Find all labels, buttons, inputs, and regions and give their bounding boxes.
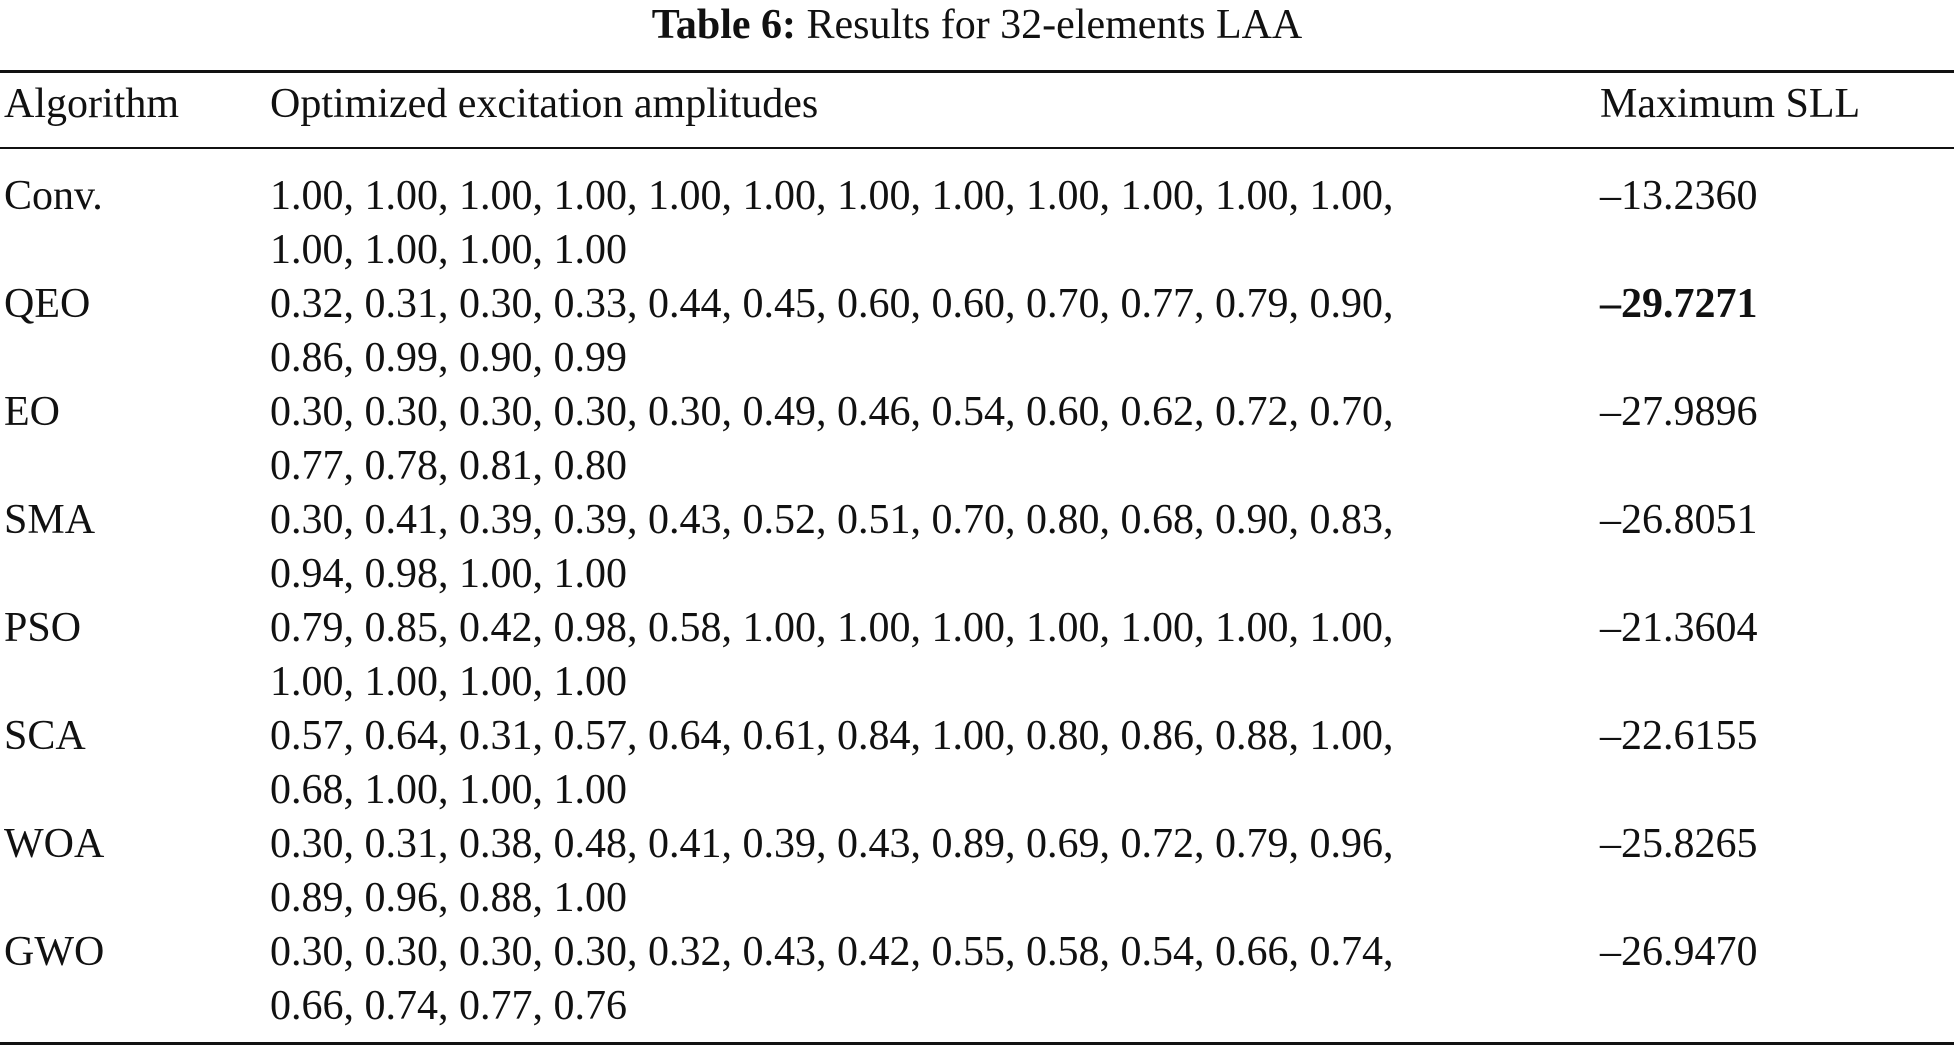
table-top-rule bbox=[0, 70, 1954, 73]
row-algorithm: SCA bbox=[4, 713, 86, 759]
table-bottom-rule bbox=[0, 1042, 1954, 1045]
row-max-sll: –26.9470 bbox=[1600, 929, 1758, 975]
row-algorithm: EO bbox=[4, 389, 60, 435]
row-amplitudes-line1: 0.30, 0.30, 0.30, 0.30, 0.30, 0.49, 0.46… bbox=[270, 389, 1394, 435]
table-header-rule bbox=[0, 147, 1954, 149]
row-amplitudes-line1: 0.30, 0.30, 0.30, 0.30, 0.32, 0.43, 0.42… bbox=[270, 929, 1394, 975]
header-algorithm: Algorithm bbox=[4, 81, 179, 127]
row-amplitudes: 0.30, 0.41, 0.39, 0.39, 0.43, 0.52, 0.51… bbox=[270, 493, 1394, 601]
row-amplitudes-line2: 0.66, 0.74, 0.77, 0.76 bbox=[270, 983, 627, 1029]
row-amplitudes-line2: 1.00, 1.00, 1.00, 1.00 bbox=[270, 227, 627, 273]
row-algorithm: SMA bbox=[4, 497, 96, 543]
table-row: PSO 0.79, 0.85, 0.42, 0.98, 0.58, 1.00, … bbox=[0, 601, 1954, 709]
row-algorithm: PSO bbox=[4, 605, 82, 651]
row-max-sll: –13.2360 bbox=[1600, 173, 1758, 219]
table-caption: Table 6: Results for 32-elements LAA bbox=[0, 4, 1954, 46]
table-row: QEO 0.32, 0.31, 0.30, 0.33, 0.44, 0.45, … bbox=[0, 277, 1954, 385]
table-row: EO 0.30, 0.30, 0.30, 0.30, 0.30, 0.49, 0… bbox=[0, 385, 1954, 493]
row-algorithm: GWO bbox=[4, 929, 105, 975]
table-caption-title: Results for 32-elements LAA bbox=[806, 2, 1303, 48]
row-amplitudes: 0.30, 0.30, 0.30, 0.30, 0.32, 0.43, 0.42… bbox=[270, 925, 1394, 1033]
row-amplitudes-line2: 0.94, 0.98, 1.00, 1.00 bbox=[270, 551, 627, 597]
row-amplitudes: 0.30, 0.30, 0.30, 0.30, 0.30, 0.49, 0.46… bbox=[270, 385, 1394, 493]
row-algorithm: QEO bbox=[4, 281, 91, 327]
table-row: GWO 0.30, 0.30, 0.30, 0.30, 0.32, 0.43, … bbox=[0, 925, 1954, 1033]
row-amplitudes-line2: 0.89, 0.96, 0.88, 1.00 bbox=[270, 875, 627, 921]
row-amplitudes: 1.00, 1.00, 1.00, 1.00, 1.00, 1.00, 1.00… bbox=[270, 169, 1394, 277]
row-amplitudes-line2: 0.77, 0.78, 0.81, 0.80 bbox=[270, 443, 627, 489]
table-body: Conv. 1.00, 1.00, 1.00, 1.00, 1.00, 1.00… bbox=[0, 169, 1954, 1033]
row-amplitudes-line1: 0.79, 0.85, 0.42, 0.98, 0.58, 1.00, 1.00… bbox=[270, 605, 1394, 651]
row-max-sll: –22.6155 bbox=[1600, 713, 1758, 759]
row-max-sll: –27.9896 bbox=[1600, 389, 1758, 435]
table-row: SMA 0.30, 0.41, 0.39, 0.39, 0.43, 0.52, … bbox=[0, 493, 1954, 601]
table-row: WOA 0.30, 0.31, 0.38, 0.48, 0.41, 0.39, … bbox=[0, 817, 1954, 925]
row-max-sll: –21.3604 bbox=[1600, 605, 1758, 651]
table-caption-label: Table 6: bbox=[651, 2, 797, 48]
row-max-sll-best: –29.7271 bbox=[1600, 281, 1758, 327]
row-amplitudes-line1: 0.30, 0.41, 0.39, 0.39, 0.43, 0.52, 0.51… bbox=[270, 497, 1394, 543]
header-max-sll: Maximum SLL bbox=[1600, 81, 1861, 127]
row-amplitudes-line1: 0.32, 0.31, 0.30, 0.33, 0.44, 0.45, 0.60… bbox=[270, 281, 1394, 327]
row-amplitudes-line1: 1.00, 1.00, 1.00, 1.00, 1.00, 1.00, 1.00… bbox=[270, 173, 1394, 219]
row-algorithm: Conv. bbox=[4, 173, 103, 219]
row-amplitudes-line2: 0.86, 0.99, 0.90, 0.99 bbox=[270, 335, 627, 381]
row-algorithm: WOA bbox=[4, 821, 105, 867]
row-amplitudes: 0.79, 0.85, 0.42, 0.98, 0.58, 1.00, 1.00… bbox=[270, 601, 1394, 709]
row-amplitudes-line2: 0.68, 1.00, 1.00, 1.00 bbox=[270, 767, 627, 813]
row-amplitudes: 0.30, 0.31, 0.38, 0.48, 0.41, 0.39, 0.43… bbox=[270, 817, 1394, 925]
row-amplitudes: 0.57, 0.64, 0.31, 0.57, 0.64, 0.61, 0.84… bbox=[270, 709, 1394, 817]
row-max-sll: –25.8265 bbox=[1600, 821, 1758, 867]
row-amplitudes: 0.32, 0.31, 0.30, 0.33, 0.44, 0.45, 0.60… bbox=[270, 277, 1394, 385]
row-amplitudes-line2: 1.00, 1.00, 1.00, 1.00 bbox=[270, 659, 627, 705]
row-amplitudes-line1: 0.30, 0.31, 0.38, 0.48, 0.41, 0.39, 0.43… bbox=[270, 821, 1394, 867]
row-max-sll: –26.8051 bbox=[1600, 497, 1758, 543]
row-amplitudes-line1: 0.57, 0.64, 0.31, 0.57, 0.64, 0.61, 0.84… bbox=[270, 713, 1394, 759]
table-row: SCA 0.57, 0.64, 0.31, 0.57, 0.64, 0.61, … bbox=[0, 709, 1954, 817]
header-amplitudes: Optimized excitation amplitudes bbox=[270, 81, 819, 127]
table-row: Conv. 1.00, 1.00, 1.00, 1.00, 1.00, 1.00… bbox=[0, 169, 1954, 277]
